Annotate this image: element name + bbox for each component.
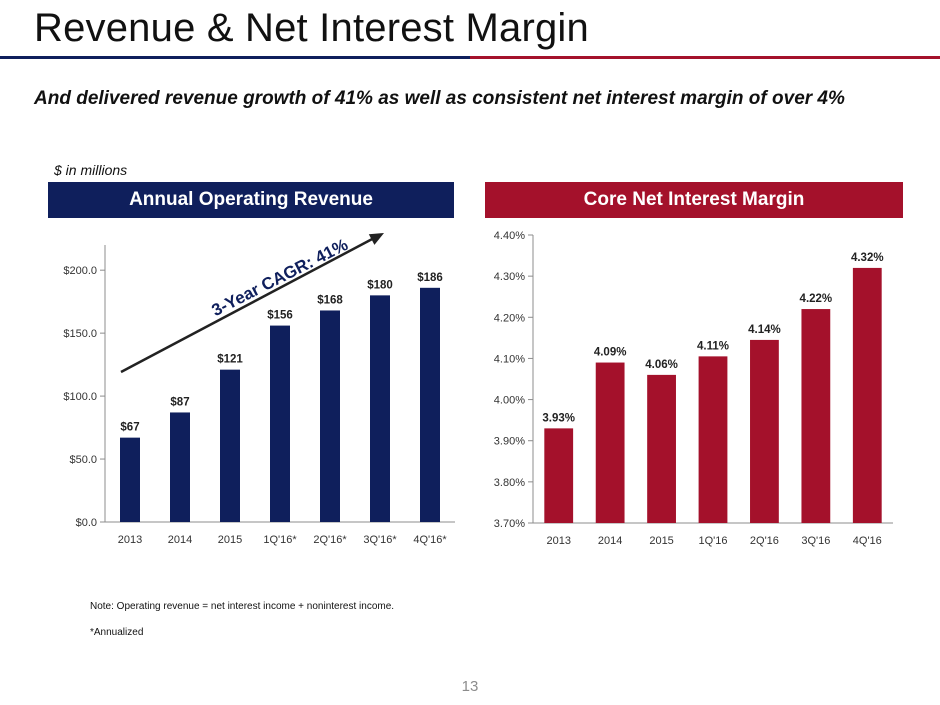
revenue-y-tick-label: $50.0 (69, 454, 97, 466)
revenue-bar (270, 325, 290, 522)
nim-x-tick-label: 2015 (649, 535, 673, 547)
nim-bar (698, 356, 728, 523)
nim-x-tick-label: 2014 (598, 535, 622, 547)
nim-data-label: 4.32% (851, 252, 884, 264)
revenue-y-tick-label: $100.0 (63, 391, 97, 403)
nim-x-tick-label: 3Q'16 (801, 535, 830, 547)
revenue-x-tick-label: 2015 (218, 534, 242, 546)
unit-label: $ in millions (54, 162, 128, 178)
nim-y-tick-label: 4.10% (494, 353, 525, 365)
nim-data-label: 3.93% (542, 412, 575, 424)
revenue-data-label: $67 (120, 422, 139, 434)
nim-x-tick-label: 2Q'16 (750, 535, 779, 547)
slide-subtitle: And delivered revenue growth of 41% as w… (34, 88, 845, 109)
nim-bar (595, 362, 625, 523)
nim-y-tick-label: 4.20% (494, 312, 525, 324)
revenue-chart-header: Annual Operating Revenue (48, 182, 454, 218)
nim-data-label: 4.09% (594, 347, 627, 359)
revenue-x-tick-label: 2Q'16* (313, 534, 347, 546)
revenue-chart: $0.0 $50.0 $100.0 $150.0 $200.0 $67 2013 $87 201… (63, 233, 455, 546)
nim-chart: 3.70% 3.80% 3.90% 4.00% 4.10% 4.20% 4.30% 4.40%… (494, 230, 893, 547)
nim-x-tick-label: 1Q'16 (698, 535, 727, 547)
page-number: 13 (461, 678, 479, 695)
revenue-x-tick-label: 1Q'16* (263, 534, 297, 546)
revenue-data-label: $180 (367, 279, 393, 291)
cagr-arrow-line (120, 235, 377, 374)
revenue-bar (120, 437, 140, 522)
revenue-data-label: $168 (317, 294, 343, 306)
nim-y-tick-label: 3.70% (494, 518, 525, 530)
revenue-data-label: $121 (217, 354, 243, 366)
revenue-bar (420, 287, 440, 522)
nim-bar (647, 374, 676, 523)
revenue-y-tick-label: $0.0 (76, 517, 97, 529)
revenue-x-tick-label: 4Q'16* (413, 534, 447, 546)
nim-bar (750, 339, 779, 523)
nim-x-tick-label: 4Q'16 (853, 535, 882, 547)
nim-y-tick-label: 4.40% (494, 230, 525, 242)
footnote-operating-revenue: Note: Operating revenue = net interest i… (90, 601, 395, 612)
revenue-y-tick-label: $200.0 (63, 265, 97, 277)
nim-y-tick-label: 3.80% (494, 477, 525, 489)
revenue-x-tick-label: 2014 (168, 534, 192, 546)
revenue-data-label: $186 (417, 272, 443, 284)
revenue-bar (320, 310, 340, 522)
nim-y-tick-label: 3.90% (494, 436, 525, 448)
revenue-data-label: $87 (170, 396, 189, 408)
nim-bar (852, 267, 882, 523)
nim-bar (544, 428, 574, 523)
slide-title: Revenue & Net Interest Margin (34, 6, 589, 50)
nim-data-label: 4.14% (748, 324, 781, 336)
nim-data-label: 4.06% (645, 359, 678, 371)
title-rule-red (470, 56, 940, 59)
revenue-bar (170, 412, 190, 522)
revenue-data-label: $156 (267, 310, 293, 322)
nim-data-label: 4.22% (800, 293, 833, 305)
revenue-bar (370, 295, 390, 522)
revenue-x-tick-label: 3Q'16* (363, 534, 397, 546)
title-rule-navy (0, 56, 470, 59)
cagr-arrow-head (368, 233, 384, 245)
nim-y-tick-label: 4.30% (494, 271, 525, 283)
revenue-y-tick-label: $150.0 (63, 328, 97, 340)
nim-chart-header: Core Net Interest Margin (485, 182, 903, 218)
nim-y-tick-label: 4.00% (494, 395, 525, 407)
footnote-annualized: *Annualized (90, 627, 144, 638)
nim-bar (801, 309, 831, 523)
revenue-x-tick-label: 2013 (118, 534, 142, 546)
nim-data-label: 4.11% (697, 340, 729, 352)
revenue-bar (220, 369, 240, 522)
nim-x-tick-label: 2013 (546, 535, 570, 547)
